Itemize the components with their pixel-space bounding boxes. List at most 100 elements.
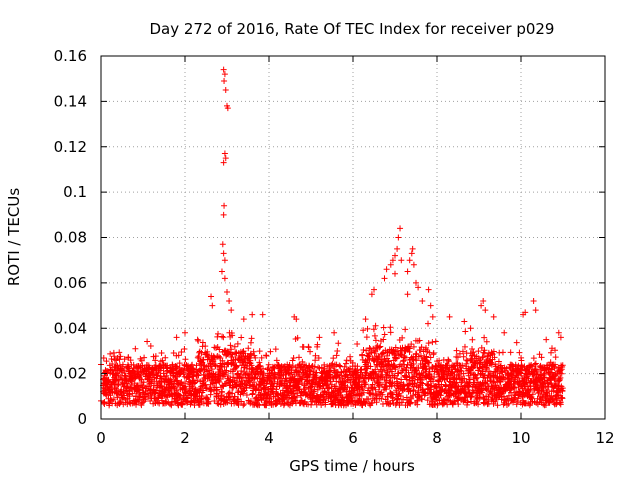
- data-point: [314, 341, 321, 348]
- data-point: [286, 382, 293, 389]
- data-point: [137, 375, 144, 382]
- data-point: [301, 381, 308, 388]
- data-point: [352, 391, 359, 398]
- data-point: [392, 270, 398, 277]
- data-point: [446, 313, 453, 320]
- data-point: [117, 353, 124, 360]
- data-point: [365, 396, 372, 403]
- data-point: [256, 348, 263, 355]
- data-point: [311, 386, 318, 393]
- data-point: [481, 334, 488, 341]
- data-point: [144, 338, 151, 345]
- data-point: [211, 397, 218, 404]
- data-point: [349, 398, 356, 405]
- data-point: [145, 394, 152, 401]
- data-point: [252, 354, 259, 361]
- x-tick-label: 8: [432, 429, 442, 447]
- data-point: [243, 392, 250, 399]
- data-point: [330, 355, 337, 362]
- x-tick-label: 0: [96, 429, 106, 447]
- data-point: [275, 396, 282, 403]
- data-point: [530, 298, 537, 305]
- data-point: [295, 354, 302, 361]
- data-point: [181, 389, 188, 396]
- data-point: [460, 353, 467, 360]
- data-point: [290, 354, 297, 361]
- data-point: [357, 390, 364, 397]
- data-point: [168, 402, 175, 409]
- data-point: [354, 363, 361, 370]
- data-point: [228, 307, 235, 314]
- data-point: [336, 362, 343, 369]
- data-point: [181, 345, 188, 352]
- data-point: [173, 373, 180, 380]
- data-point: [383, 266, 390, 273]
- data-point: [228, 346, 235, 353]
- data-point: [417, 346, 424, 353]
- data-point: [109, 361, 116, 368]
- data-point: [173, 334, 180, 341]
- data-point: [191, 369, 198, 376]
- data-point: [158, 382, 165, 389]
- data-point: [235, 395, 242, 402]
- data-point: [470, 349, 477, 356]
- data-point: [218, 268, 225, 275]
- data-point: [195, 337, 202, 344]
- data-point: [216, 375, 223, 382]
- data-point: [516, 349, 523, 356]
- data-point: [214, 400, 221, 407]
- y-tick-label: 0.04: [54, 319, 87, 337]
- data-point: [247, 397, 254, 404]
- data-point: [453, 347, 460, 354]
- data-point: [363, 334, 370, 341]
- data-point: [490, 313, 497, 320]
- data-point: [335, 340, 342, 347]
- data-point: [147, 342, 154, 349]
- x-tick-label: 10: [511, 429, 530, 447]
- data-point: [267, 348, 274, 355]
- data-point: [111, 384, 118, 391]
- data-point: [140, 382, 147, 389]
- data-point: [233, 363, 240, 370]
- data-point: [289, 357, 296, 364]
- y-tick-label: 0.12: [54, 138, 87, 156]
- data-point: [250, 366, 257, 373]
- data-point: [376, 344, 383, 351]
- data-point: [221, 150, 228, 157]
- data-point: [208, 293, 215, 300]
- data-point: [202, 343, 209, 350]
- data-point: [358, 366, 365, 373]
- data-point: [135, 386, 142, 393]
- data-point: [195, 372, 202, 379]
- data-point: [110, 396, 117, 403]
- data-point: [163, 372, 170, 379]
- data-point: [219, 357, 226, 364]
- y-axis-label: ROTI / TECUs: [5, 188, 23, 286]
- data-point: [306, 368, 313, 375]
- data-point: [133, 401, 140, 408]
- data-point: [294, 390, 301, 397]
- data-point: [179, 401, 186, 408]
- data-point: [425, 340, 432, 347]
- data-point: [334, 348, 341, 355]
- data-point: [216, 353, 223, 360]
- data-point: [408, 250, 415, 257]
- data-point: [121, 356, 128, 363]
- data-point: [410, 261, 417, 268]
- y-tick-label: 0.16: [54, 47, 87, 65]
- data-point: [141, 354, 148, 361]
- x-tick-label: 6: [348, 429, 358, 447]
- data-point: [285, 370, 292, 377]
- data-point: [347, 353, 354, 360]
- data-point: [223, 367, 230, 374]
- data-point: [180, 371, 187, 378]
- data-point: [372, 337, 379, 344]
- data-point: [344, 383, 351, 390]
- data-point: [377, 343, 384, 350]
- data-point: [272, 371, 279, 378]
- data-point: [366, 356, 373, 363]
- data-point: [231, 393, 238, 400]
- data-point: [178, 379, 185, 386]
- x-tick-label: 2: [180, 429, 190, 447]
- data-points: [98, 66, 566, 409]
